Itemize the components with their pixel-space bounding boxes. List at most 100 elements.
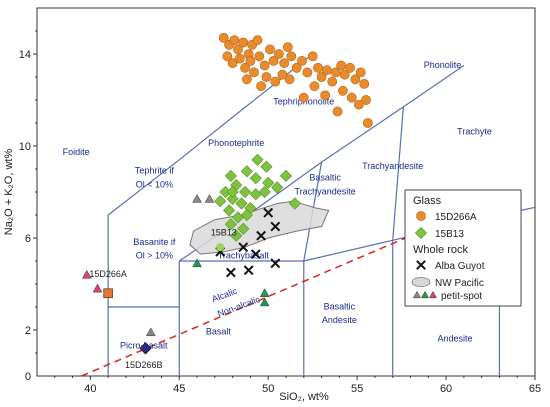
field-label: Trachyte (457, 127, 492, 137)
data-point (298, 92, 309, 103)
data-point (238, 37, 249, 48)
data-point (238, 242, 249, 253)
data-point (224, 169, 237, 182)
series-15d266a (218, 33, 373, 128)
data-point (268, 56, 279, 66)
legend-triangle-icon (428, 290, 438, 299)
data-point (327, 76, 338, 87)
field-label: Phonolite (424, 60, 462, 70)
data-point (233, 44, 243, 55)
field-label: Foidite (63, 147, 90, 157)
data-point (273, 49, 284, 59)
divider-label: Alcalic (211, 286, 239, 304)
data-point (235, 197, 248, 210)
data-point (350, 74, 361, 85)
data-point-stroke-b (256, 230, 267, 241)
data-point (320, 90, 331, 101)
data-point (256, 81, 266, 92)
data-point (270, 76, 281, 87)
data-point (277, 69, 288, 80)
data-point (258, 185, 271, 199)
legend-item-petit-spot: petit-spot (441, 291, 482, 302)
data-point (359, 79, 370, 89)
legend-x-icon (416, 260, 426, 270)
data-point (226, 185, 239, 199)
field-label: Tephrite if (135, 166, 175, 176)
data-point-stroke-b (263, 207, 274, 218)
data-point (222, 51, 233, 62)
legend-field-icon (411, 277, 431, 287)
data-point (316, 72, 327, 82)
field-label: Ol > 10% (136, 251, 173, 261)
x-tick-label: 60 (440, 383, 452, 395)
data-point (249, 188, 262, 201)
data-point (265, 44, 275, 55)
series-15d266a (103, 288, 113, 298)
data-point (297, 56, 307, 66)
data-point (361, 95, 371, 105)
data-point (192, 258, 202, 268)
field-label: Andesite (322, 315, 357, 325)
data-point (302, 67, 313, 78)
data-point (284, 74, 295, 85)
series-nw-pacific-petit-spot (81, 193, 270, 337)
field-boundary (178, 111, 241, 161)
data-point (139, 342, 152, 355)
sample-labels: 15D266A 15D266B 15B13 (89, 228, 236, 370)
x-tick-label: 55 (351, 383, 363, 395)
field-label: Trachyandesite (295, 186, 356, 196)
data-point-stroke-b (270, 258, 281, 269)
data-point (250, 249, 261, 260)
data-point (226, 192, 239, 205)
y-tick-label: 0 (25, 371, 31, 383)
data-point (249, 67, 259, 78)
data-point (240, 165, 253, 178)
series-15d266b (139, 342, 152, 355)
data-point (240, 208, 253, 222)
series-alba-guyot (215, 207, 281, 278)
data-point (259, 297, 270, 307)
data-point (286, 51, 297, 62)
data-point (336, 60, 347, 71)
data-point (243, 265, 254, 276)
data-point (229, 35, 240, 46)
sample-label: 15B13 (211, 228, 237, 238)
field-label: Ol < 10% (136, 179, 173, 189)
data-point (262, 176, 275, 189)
x-axis-label: SiO₂, wt% (279, 391, 329, 403)
y-tick-label: 14 (19, 49, 31, 61)
data-point (322, 65, 332, 75)
data-point (240, 62, 250, 73)
legend-item-15b13: 15B13 (435, 229, 464, 240)
x-tick-label: 50 (262, 383, 274, 395)
y-axis-label: Na₂O + K₂O, wt% (3, 149, 15, 236)
field-boundary (392, 106, 404, 241)
data-markers (81, 33, 373, 355)
data-point (259, 60, 270, 71)
data-point-stroke-b (243, 265, 254, 276)
data-point (146, 327, 156, 337)
data-point (241, 74, 252, 85)
x-tick-label: 45 (173, 383, 185, 395)
data-point (230, 229, 243, 242)
data-point (362, 118, 373, 128)
y-tick-label: 10 (19, 141, 31, 153)
data-point-stroke-b (250, 249, 261, 260)
data-point (249, 172, 262, 185)
field-label: Trachyandesite (362, 161, 423, 171)
x-tick-label: 65 (529, 383, 541, 395)
data-point (225, 267, 236, 278)
data-point (222, 204, 236, 217)
data-point (81, 269, 92, 279)
data-point (313, 62, 323, 73)
legend-box (404, 189, 522, 307)
data-point-stroke-b (238, 242, 249, 253)
field-label: Trachybasalt (218, 251, 270, 261)
data-point (270, 221, 281, 232)
data-point (346, 92, 357, 103)
data-point (354, 99, 364, 110)
legend-circle-icon (416, 211, 426, 221)
data-point (237, 222, 250, 235)
data-point (263, 207, 274, 218)
